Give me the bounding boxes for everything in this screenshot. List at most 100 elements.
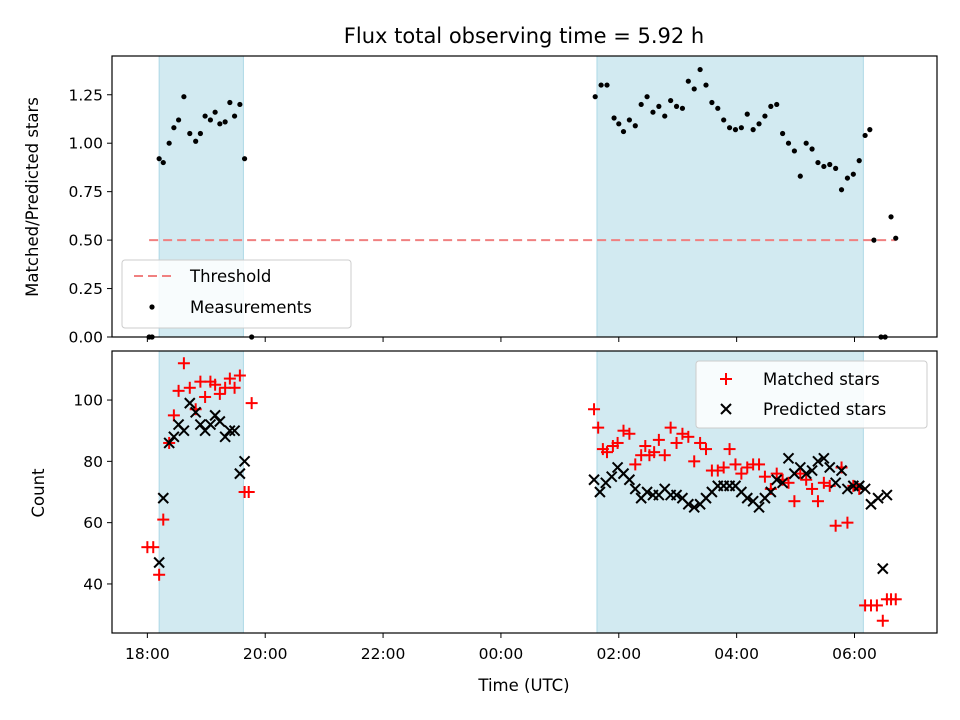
x-tick-label: 22:00 — [361, 645, 406, 663]
predicted-star-point — [168, 431, 180, 443]
measurement-point — [197, 130, 203, 137]
measurement-point — [620, 128, 627, 135]
bottom-axes-frame — [111, 350, 938, 634]
predicted-star-point — [877, 562, 889, 575]
x-tick-label: 18:00 — [125, 645, 170, 663]
measurement-point — [650, 109, 656, 115]
measurement-point — [241, 156, 248, 162]
measurement-point — [732, 127, 739, 133]
matched-star-point — [658, 449, 671, 462]
matched-star-point — [800, 473, 813, 486]
bottom-y-tick-label: 100 — [73, 392, 103, 410]
matched-star-point — [601, 446, 613, 459]
predicted-star-point — [234, 467, 246, 480]
matched-star-point — [682, 430, 695, 443]
measurement-point — [862, 132, 868, 139]
measurement-point — [673, 103, 680, 109]
measurement-point — [844, 175, 851, 181]
legend-matched-swatch — [720, 373, 732, 385]
predicted-star-point — [776, 477, 789, 489]
measurement-point — [833, 165, 839, 171]
predicted-star-point — [209, 409, 221, 422]
measurement-point — [815, 159, 821, 166]
predicted-star-point — [670, 489, 683, 501]
measurement-point — [656, 103, 662, 109]
measurement-point — [703, 82, 709, 88]
measurement-point — [697, 66, 703, 73]
measurement-point — [821, 163, 827, 170]
measurement-point — [611, 115, 617, 121]
predicted-star-point — [178, 424, 190, 437]
measurement-point — [222, 119, 228, 125]
measurement-point — [638, 101, 644, 108]
measurement-point — [181, 94, 187, 100]
matched-star-point — [770, 467, 783, 480]
top-points — [146, 66, 899, 340]
predicted-star-point — [782, 452, 795, 464]
predicted-star-point — [771, 474, 783, 486]
matched-star-point — [147, 541, 160, 554]
measurement-point — [871, 237, 877, 243]
matched-star-point — [648, 446, 661, 459]
measurement-point — [604, 82, 610, 88]
top-legend: Threshold Measurements — [121, 259, 352, 329]
matched-star-point — [811, 495, 824, 508]
chart-title: Flux total observing time = 5.92 h — [344, 24, 704, 48]
matched-star-point — [717, 461, 730, 474]
measurement-point — [856, 158, 862, 164]
predicted-star-point — [741, 492, 753, 504]
matched-star-point — [729, 458, 742, 471]
bottom-legend-box — [695, 360, 928, 429]
legend-threshold-label: Threshold — [189, 267, 271, 286]
matched-star-point — [735, 467, 748, 480]
measurement-point — [598, 82, 604, 88]
top-y-tick-label: 1.00 — [68, 135, 103, 153]
bottom-legend: Matched stars Predicted stars — [695, 360, 928, 429]
x-tick-label: 04:00 — [714, 645, 759, 663]
predicted-star-point — [835, 464, 848, 477]
matched-star-point — [670, 436, 683, 449]
predicted-star-point — [189, 406, 202, 419]
matched-star-point — [611, 436, 624, 449]
measurement-point — [156, 156, 162, 162]
measurement-point — [774, 101, 780, 108]
matched-star-point — [688, 455, 701, 468]
predicted-star-point — [184, 397, 196, 409]
predicted-star-point — [682, 498, 695, 510]
bottom-y-tick-label: 80 — [83, 453, 103, 471]
matched-star-point — [194, 375, 207, 388]
bottom-y-ticks: 40 60 80 100 — [73, 392, 112, 593]
measurement-point — [679, 105, 686, 111]
measurement-point — [867, 127, 873, 133]
measurement-point — [797, 173, 803, 179]
measurement-point — [212, 109, 218, 115]
measurement-point — [217, 121, 223, 127]
legend-predicted-swatch — [720, 403, 732, 415]
top-y-tick-label: 0.00 — [68, 329, 103, 347]
matched-star-point — [213, 387, 226, 400]
measurement-point — [715, 105, 721, 111]
bottom-x-ticks: 18:00 20:00 22:00 00:00 02:00 04:00 06:00 — [125, 633, 877, 663]
matched-star-point — [242, 486, 255, 498]
legend-measurements-label: Measurements — [190, 298, 312, 317]
top-legend-box — [121, 259, 352, 329]
matched-star-point — [639, 440, 652, 453]
predicted-star-point — [853, 480, 865, 492]
predicted-star-point — [800, 467, 812, 480]
matched-star-point — [758, 470, 771, 483]
matched-star-point — [233, 369, 246, 382]
measurement-point — [175, 117, 182, 123]
matched-star-point — [199, 390, 212, 403]
matched-star-point — [841, 516, 854, 529]
measurement-point — [744, 111, 750, 117]
matched-star-point — [157, 513, 170, 526]
matched-star-point — [223, 372, 236, 385]
x-tick-label: 02:00 — [596, 645, 641, 663]
predicted-star-point — [224, 424, 236, 437]
measurement-point — [850, 171, 856, 177]
predicted-star-point — [194, 418, 207, 431]
bottom-points — [141, 357, 902, 627]
matched-star-point — [177, 357, 190, 370]
measurement-point — [762, 113, 768, 119]
top-y-tick-label: 0.50 — [68, 232, 103, 250]
